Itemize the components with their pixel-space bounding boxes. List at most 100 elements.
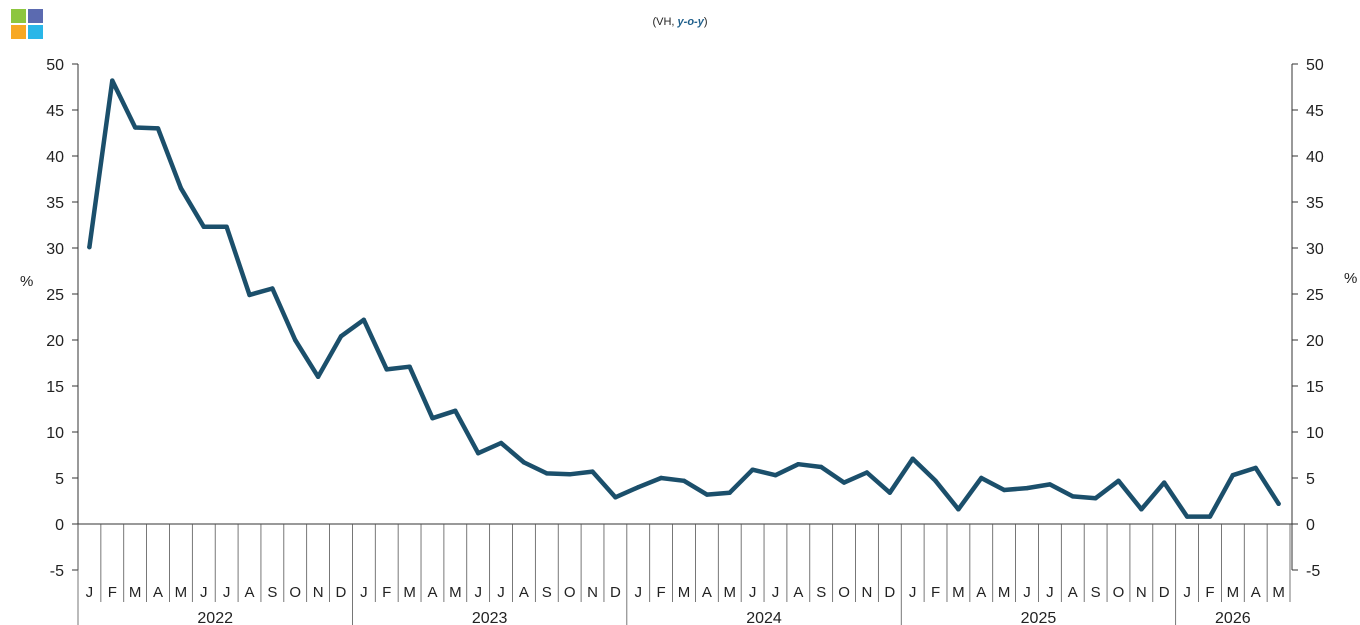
data-point (1047, 482, 1053, 487)
y-tick-label-right: 25 (1306, 287, 1324, 304)
x-month-label: J (772, 584, 780, 601)
x-month-label: S (1091, 584, 1101, 601)
y-tick-label-left: 15 (46, 379, 64, 396)
data-point (819, 464, 824, 470)
data-point (407, 364, 412, 369)
x-month-label: M (723, 584, 736, 601)
x-month-label: O (1113, 584, 1125, 601)
chart-axes (72, 63, 1298, 571)
x-month-label: F (657, 584, 666, 601)
x-year-label: 2025 (1021, 610, 1057, 625)
data-point (1093, 496, 1098, 501)
data-point (796, 462, 801, 467)
data-point (247, 292, 252, 298)
x-month-label: A (1068, 584, 1078, 601)
brand-logo (11, 9, 43, 39)
subtitle-pre: (VH, (652, 16, 678, 28)
x-month-label: J (86, 584, 94, 601)
y-tick-label-right: 30 (1306, 241, 1324, 258)
y-tick-label-right: 20 (1306, 333, 1324, 350)
subtitle-post: ) (703, 16, 708, 28)
data-point (1024, 485, 1030, 491)
x-year-label: 2023 (472, 610, 508, 625)
y-tick-label-left: 35 (46, 195, 64, 212)
data-point (887, 490, 892, 495)
x-month-label: M (449, 584, 462, 601)
data-point (636, 485, 641, 490)
data-point (384, 367, 389, 372)
x-month-label: A (427, 584, 437, 601)
x-month-label: S (542, 584, 552, 601)
series-line (87, 78, 1281, 519)
y-tick-label-right: 5 (1306, 471, 1315, 488)
data-point (658, 475, 664, 481)
data-point (361, 317, 366, 322)
x-month-label: D (336, 584, 347, 601)
data-point (1253, 465, 1258, 471)
data-point (1184, 514, 1190, 519)
x-month-label: M (1227, 584, 1240, 601)
x-month-label: J (749, 584, 757, 601)
x-month-label: A (519, 584, 529, 601)
x-month-label: O (289, 584, 301, 601)
data-point (1230, 473, 1236, 478)
data-point (1276, 501, 1281, 506)
data-point (956, 507, 961, 512)
x-year-label: 2022 (197, 610, 233, 625)
y-tick-label-right: 0 (1306, 517, 1315, 534)
data-point (110, 78, 115, 83)
y-tick-label-left: 5 (55, 471, 64, 488)
x-month-label: D (610, 584, 621, 601)
x-month-label: A (245, 584, 255, 601)
y-tick-label-left: 0 (55, 517, 64, 534)
data-point (567, 472, 572, 477)
y-tick-label-left: 45 (46, 103, 64, 120)
y-tick-label-right: 45 (1306, 103, 1324, 120)
data-point (498, 440, 504, 446)
data-point (773, 473, 778, 478)
y-tick-label-right: 50 (1306, 57, 1324, 74)
data-point (87, 244, 92, 250)
data-point (270, 286, 275, 291)
data-point (933, 478, 938, 483)
data-point (476, 451, 481, 456)
data-point (864, 470, 870, 475)
data-point (133, 125, 138, 130)
x-month-label: S (816, 584, 826, 601)
data-point (1139, 507, 1144, 512)
data-point (430, 416, 435, 421)
data-point (1070, 494, 1076, 499)
data-point (750, 467, 755, 472)
y-tick-label-left: 50 (46, 57, 64, 74)
x-month-label: F (382, 584, 391, 601)
x-month-label: J (1023, 584, 1031, 601)
data-point (201, 224, 206, 229)
data-point (590, 469, 595, 474)
data-point (841, 480, 847, 485)
x-year-label: 2026 (1215, 610, 1251, 625)
data-point (681, 478, 687, 483)
data-point (979, 475, 984, 481)
y-tick-label-right: 15 (1306, 379, 1324, 396)
data-point (1162, 480, 1167, 485)
x-month-label: J (1046, 584, 1054, 601)
x-month-label: J (497, 584, 505, 601)
data-point (704, 492, 710, 497)
chart-subtitle: (VH, y-o-y) (0, 16, 1360, 28)
logo-square-br (28, 25, 43, 39)
y-axis-unit-left: % (20, 273, 33, 290)
x-month-label: N (587, 584, 598, 601)
y-tick-label-right: 10 (1306, 425, 1324, 442)
x-month-label: D (1159, 584, 1170, 601)
data-point (155, 126, 161, 131)
x-month-label: M (998, 584, 1011, 601)
y-axis-unit-right: % (1344, 270, 1357, 287)
data-point (1207, 514, 1213, 519)
x-month-label: J (1183, 584, 1191, 601)
data-point (1116, 478, 1121, 483)
x-month-label: F (108, 584, 117, 601)
y-tick-label-right: -5 (1306, 563, 1320, 580)
data-point (315, 374, 321, 379)
